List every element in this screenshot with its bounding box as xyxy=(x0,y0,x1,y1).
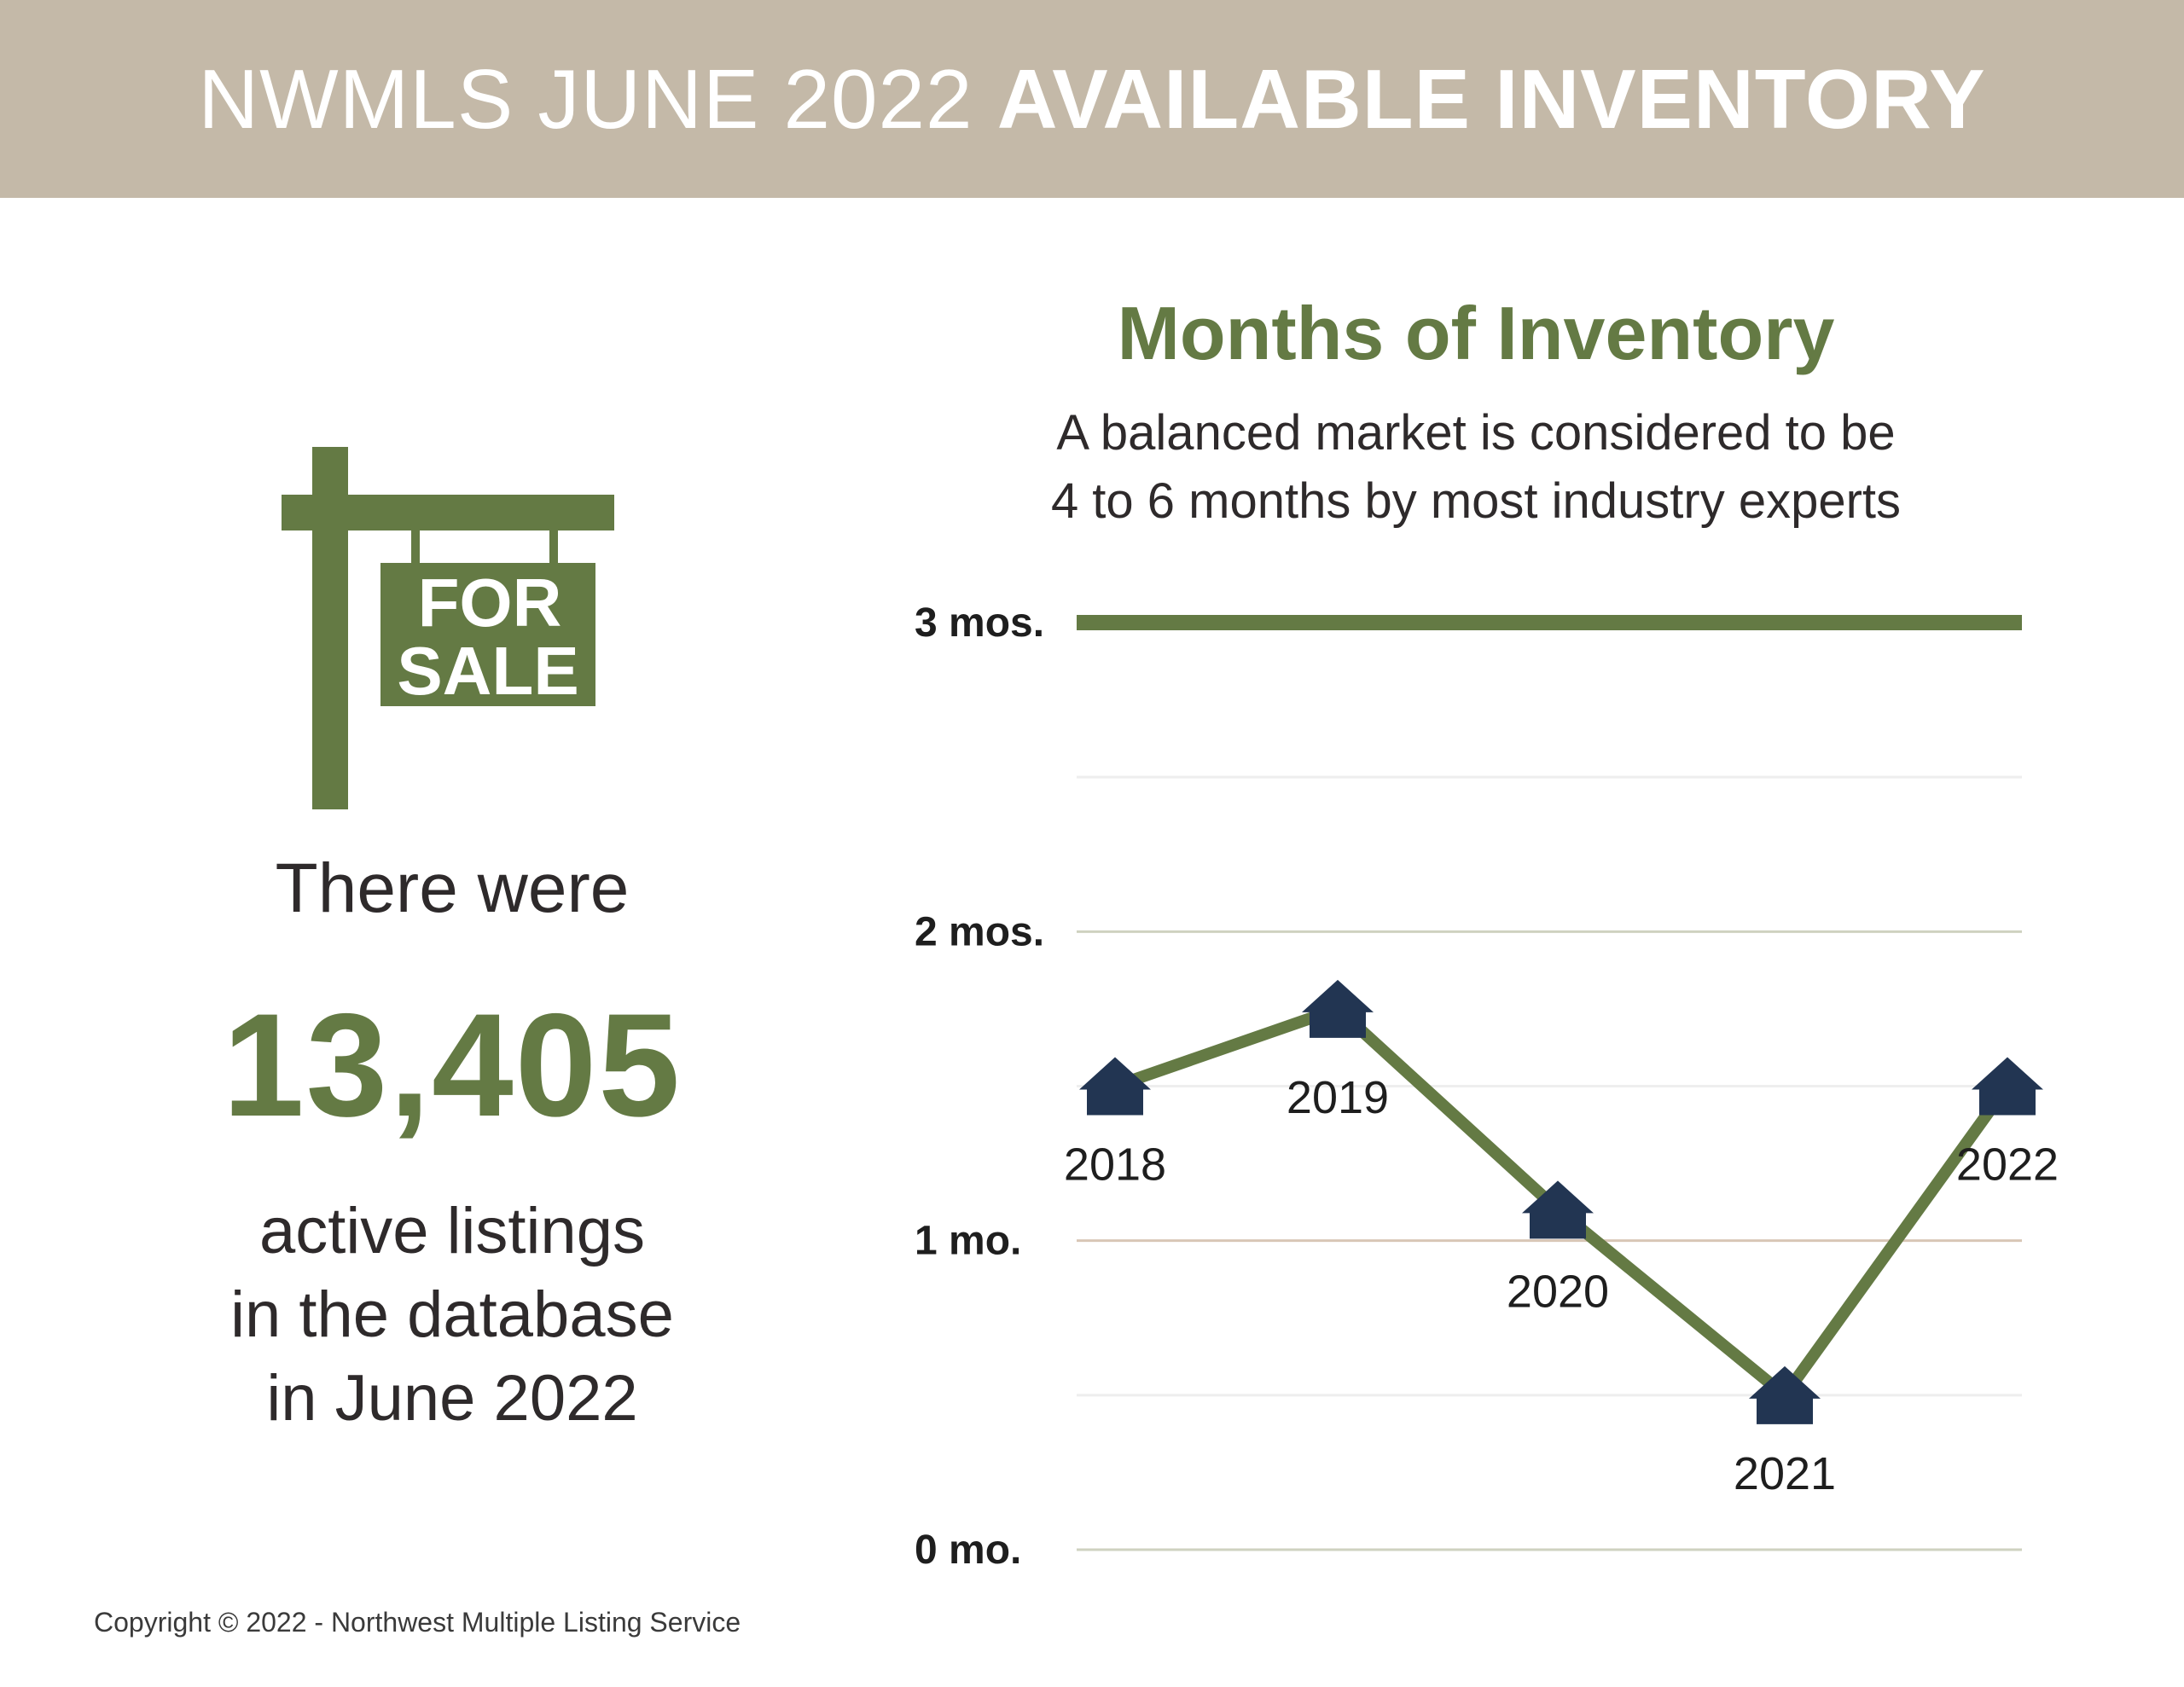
for-sale-sign-icon: FOR SALE xyxy=(282,447,614,809)
sign-line-1: FOR xyxy=(418,565,562,641)
title-light: NWMLS JUNE 2022 xyxy=(198,51,973,146)
summary-line-2: in the database xyxy=(230,1278,674,1351)
y-tick-label: 3 mos. xyxy=(915,600,1044,646)
header-banner: NWMLS JUNE 2022 AVAILABLE INVENTORY xyxy=(0,0,2184,198)
sign-chain-left xyxy=(411,530,420,566)
x-label-2021: 2021 xyxy=(1734,1448,1836,1499)
summary-intro: There were xyxy=(275,849,630,927)
copyright-notice: Copyright © 2022 - Northwest Multiple Li… xyxy=(94,1607,741,1638)
y-tick-label: 2 mos. xyxy=(915,909,1044,954)
chart-subtitle-line-1: A balanced market is considered to be xyxy=(1056,405,1896,461)
sign-board xyxy=(380,563,595,706)
house-marker-2018 xyxy=(1079,1057,1151,1116)
page-title: NWMLS JUNE 2022 AVAILABLE INVENTORY xyxy=(198,51,1985,148)
summary-description: active listings in the database in June … xyxy=(111,1190,793,1441)
summary-line-3: in June 2022 xyxy=(266,1362,638,1435)
y-tick-label: 0 mo. xyxy=(915,1528,1021,1573)
sign-arm xyxy=(282,495,614,530)
listing-count: 13,405 xyxy=(222,983,682,1147)
summary-line-1: active listings xyxy=(259,1195,645,1267)
x-label-2018: 2018 xyxy=(1064,1139,1166,1191)
sign-chain-right xyxy=(549,530,558,566)
chart-title: Months of Inventory xyxy=(1117,291,1835,375)
chart-subtitle-line-2: 4 to 6 months by most industry experts xyxy=(1050,473,1902,529)
title-bold: AVAILABLE INVENTORY xyxy=(996,51,1986,146)
x-label-2020: 2020 xyxy=(1507,1266,1609,1317)
house-marker-2020 xyxy=(1522,1180,1594,1239)
chart-subtitle: A balanced market is considered to be 4 … xyxy=(921,399,2030,536)
house-marker-2021 xyxy=(1749,1365,1821,1424)
house-marker-2022 xyxy=(1972,1057,2043,1116)
sign-line-2: SALE xyxy=(397,633,578,709)
x-label-2019: 2019 xyxy=(1287,1072,1389,1123)
x-label-2022: 2022 xyxy=(1956,1139,2059,1191)
house-marker-2019 xyxy=(1302,979,1374,1038)
y-tick-label: 1 mo. xyxy=(915,1219,1021,1264)
